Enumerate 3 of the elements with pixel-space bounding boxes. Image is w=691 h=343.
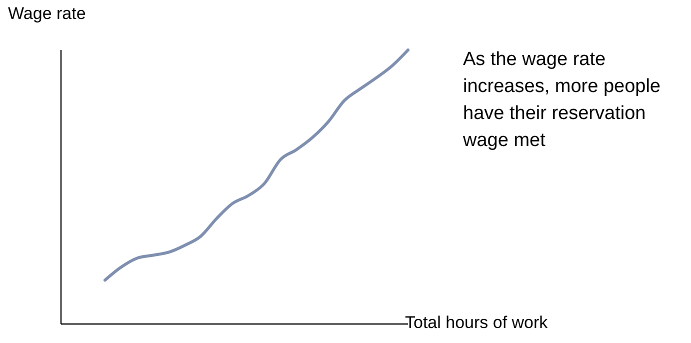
text: As the wage rate increases, more people have their reservation wage met (463, 48, 662, 153)
y-axis-title: Wage rate (8, 4, 86, 24)
x-axis-title: Total hours of work (405, 313, 548, 333)
